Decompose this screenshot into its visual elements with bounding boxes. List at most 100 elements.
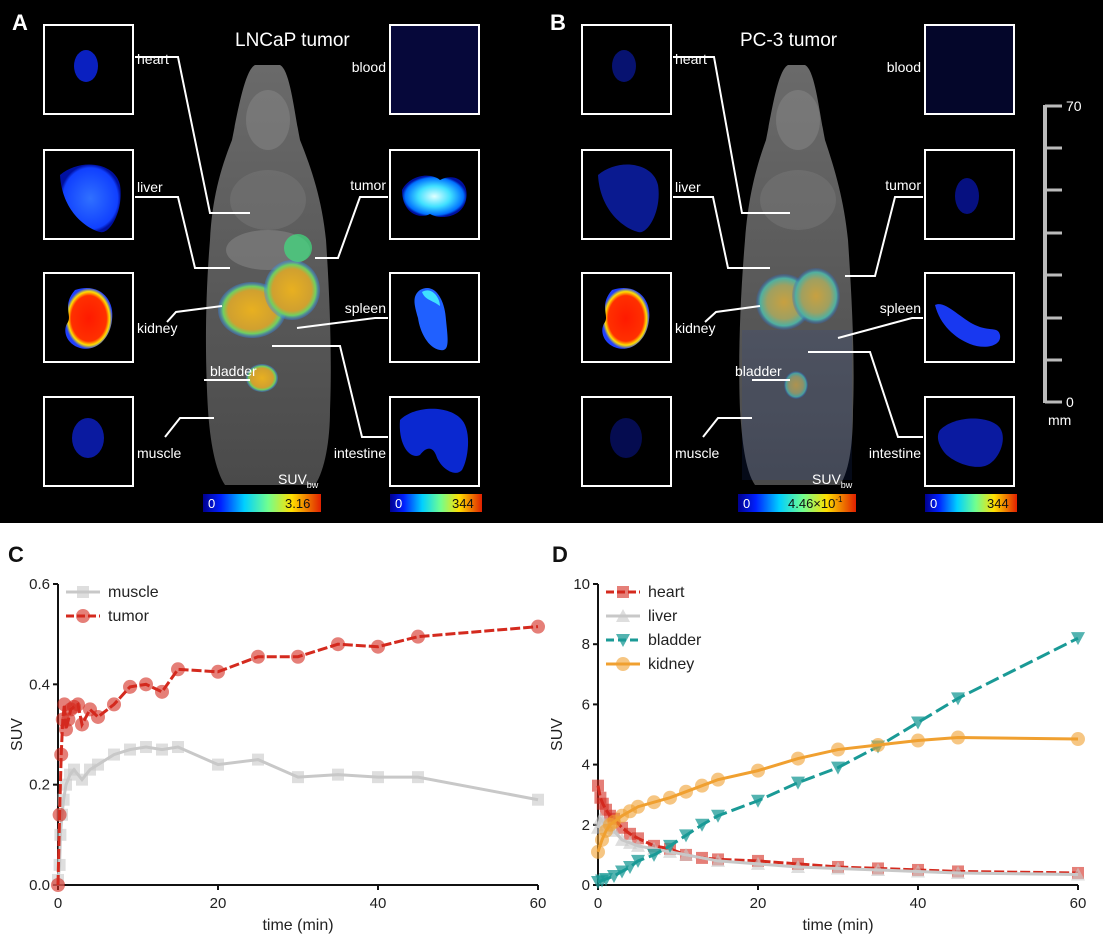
point-muscle xyxy=(412,771,424,784)
point-muscle xyxy=(532,793,544,806)
point-bladder xyxy=(607,869,621,883)
mouse-body-a xyxy=(205,65,331,485)
point-tumor xyxy=(171,662,185,677)
y-tick-label-d: 6 xyxy=(582,696,590,713)
x-tick-label-d: 60 xyxy=(1070,895,1087,912)
y-tick-label-d: 8 xyxy=(582,636,590,653)
x-axis-title-d: time (min) xyxy=(802,917,873,934)
colorbar-organ-b-min: 0 xyxy=(930,496,937,511)
point-kidney xyxy=(679,784,693,799)
legend-marker-heart xyxy=(617,586,629,598)
point-tumor xyxy=(54,747,69,762)
label-tumor-a: tumor xyxy=(350,177,386,193)
legend-marker-kidney xyxy=(616,657,630,671)
legend-label-heart: heart xyxy=(648,584,685,601)
legend-label-bladder: bladder xyxy=(648,632,702,649)
thumb-spleen-a xyxy=(389,272,480,363)
label-bladder-a: bladder xyxy=(210,363,257,379)
point-tumor xyxy=(371,639,385,654)
point-kidney xyxy=(1071,732,1085,747)
panel-a-title: LNCaP tumor xyxy=(235,30,350,51)
callouts-a xyxy=(135,56,388,438)
point-tumor xyxy=(155,684,169,699)
y-axis-title-d: SUV xyxy=(549,718,566,751)
thumb-liver-a xyxy=(43,149,134,240)
point-tumor xyxy=(531,619,545,634)
label-blood-b: blood xyxy=(887,59,921,75)
point-tumor xyxy=(291,649,305,664)
point-kidney xyxy=(951,730,965,745)
legend-label-tumor: tumor xyxy=(108,608,150,625)
chart-d: 0 2 4 6 8 10 0 20 40 60 time (min) SUV heart liver bla… xyxy=(549,576,1086,934)
point-kidney xyxy=(711,772,725,787)
y-axis-title-c: SUV xyxy=(9,718,26,751)
point-bladder xyxy=(695,818,709,832)
point-kidney xyxy=(631,799,645,814)
point-tumor xyxy=(211,664,225,679)
thumb-tumor-a xyxy=(389,149,480,240)
thumb-intestine-b xyxy=(924,396,1015,487)
y-tick-label-d: 10 xyxy=(573,576,590,593)
y-tick-label-d: 4 xyxy=(582,757,590,774)
point-kidney xyxy=(871,738,885,753)
thumb-blood-a xyxy=(389,24,480,115)
y-tick-label-c: 0.4 xyxy=(29,676,50,693)
point-liver xyxy=(623,835,637,849)
colorbar-suv-b xyxy=(738,494,856,512)
panel-d-letter: D xyxy=(552,542,568,567)
point-muscle xyxy=(124,743,136,756)
point-kidney xyxy=(911,733,925,748)
series-line-muscle xyxy=(56,745,539,881)
point-muscle xyxy=(372,771,384,784)
ruler-top-label: 70 xyxy=(1066,98,1082,114)
legend-marker-tumor xyxy=(76,609,90,623)
point-kidney xyxy=(663,790,677,805)
label-liver-b: liver xyxy=(675,179,701,195)
point-liver xyxy=(831,861,845,875)
point-bladder xyxy=(663,839,677,853)
panel-c-letter: C xyxy=(8,542,24,567)
thumb-heart-a xyxy=(43,24,134,115)
thumb-liver-b xyxy=(581,149,672,240)
point-bladder xyxy=(911,716,925,730)
point-muscle xyxy=(60,778,72,791)
thumb-muscle-a xyxy=(43,396,134,487)
point-heart xyxy=(592,779,604,792)
point-muscle xyxy=(212,758,224,771)
label-tumor-b: tumor xyxy=(885,177,921,193)
y-tick-label-d: 0 xyxy=(582,877,590,894)
x-tick-label-d: 0 xyxy=(594,895,602,912)
x-tick-label-d: 20 xyxy=(750,895,767,912)
x-tick-label-c: 0 xyxy=(54,895,62,912)
colorbar-suv-a-max: 3.16 xyxy=(285,496,310,511)
thumb-kidney-a xyxy=(43,272,134,363)
y-tick-label-d: 2 xyxy=(582,817,590,834)
suv-label-a: SUVbw xyxy=(278,471,319,490)
thumb-spleen-b xyxy=(924,272,1015,363)
colorbar-organ-b xyxy=(925,494,1017,512)
panel-b-letter: B xyxy=(550,10,566,35)
chart-c: 0.0 0.2 0.4 0.6 0 20 40 60 time (min) SUV muscle tu… xyxy=(9,576,546,934)
label-spleen-b: spleen xyxy=(880,300,921,316)
point-tumor xyxy=(251,649,265,664)
label-muscle-b: muscle xyxy=(675,445,720,461)
legend-marker-muscle xyxy=(77,586,89,598)
point-liver xyxy=(615,832,629,846)
label-blood-a: blood xyxy=(352,59,386,75)
legend-label-muscle: muscle xyxy=(108,584,159,601)
x-tick-label-c: 40 xyxy=(370,895,387,912)
point-muscle xyxy=(332,768,344,781)
suv-label-b: SUVbw xyxy=(812,471,853,490)
point-liver xyxy=(631,838,645,852)
point-kidney xyxy=(695,778,709,793)
colorbar-suv-a-min: 0 xyxy=(208,496,215,511)
point-tumor xyxy=(331,637,345,652)
label-kidney-b: kidney xyxy=(675,320,715,336)
point-liver xyxy=(911,864,925,878)
colorbar-organ-b-max: 344 xyxy=(987,496,1009,511)
point-muscle xyxy=(76,773,88,786)
point-bladder xyxy=(599,872,613,886)
label-heart-b: heart xyxy=(675,51,707,67)
thumb-heart-b xyxy=(581,24,672,115)
